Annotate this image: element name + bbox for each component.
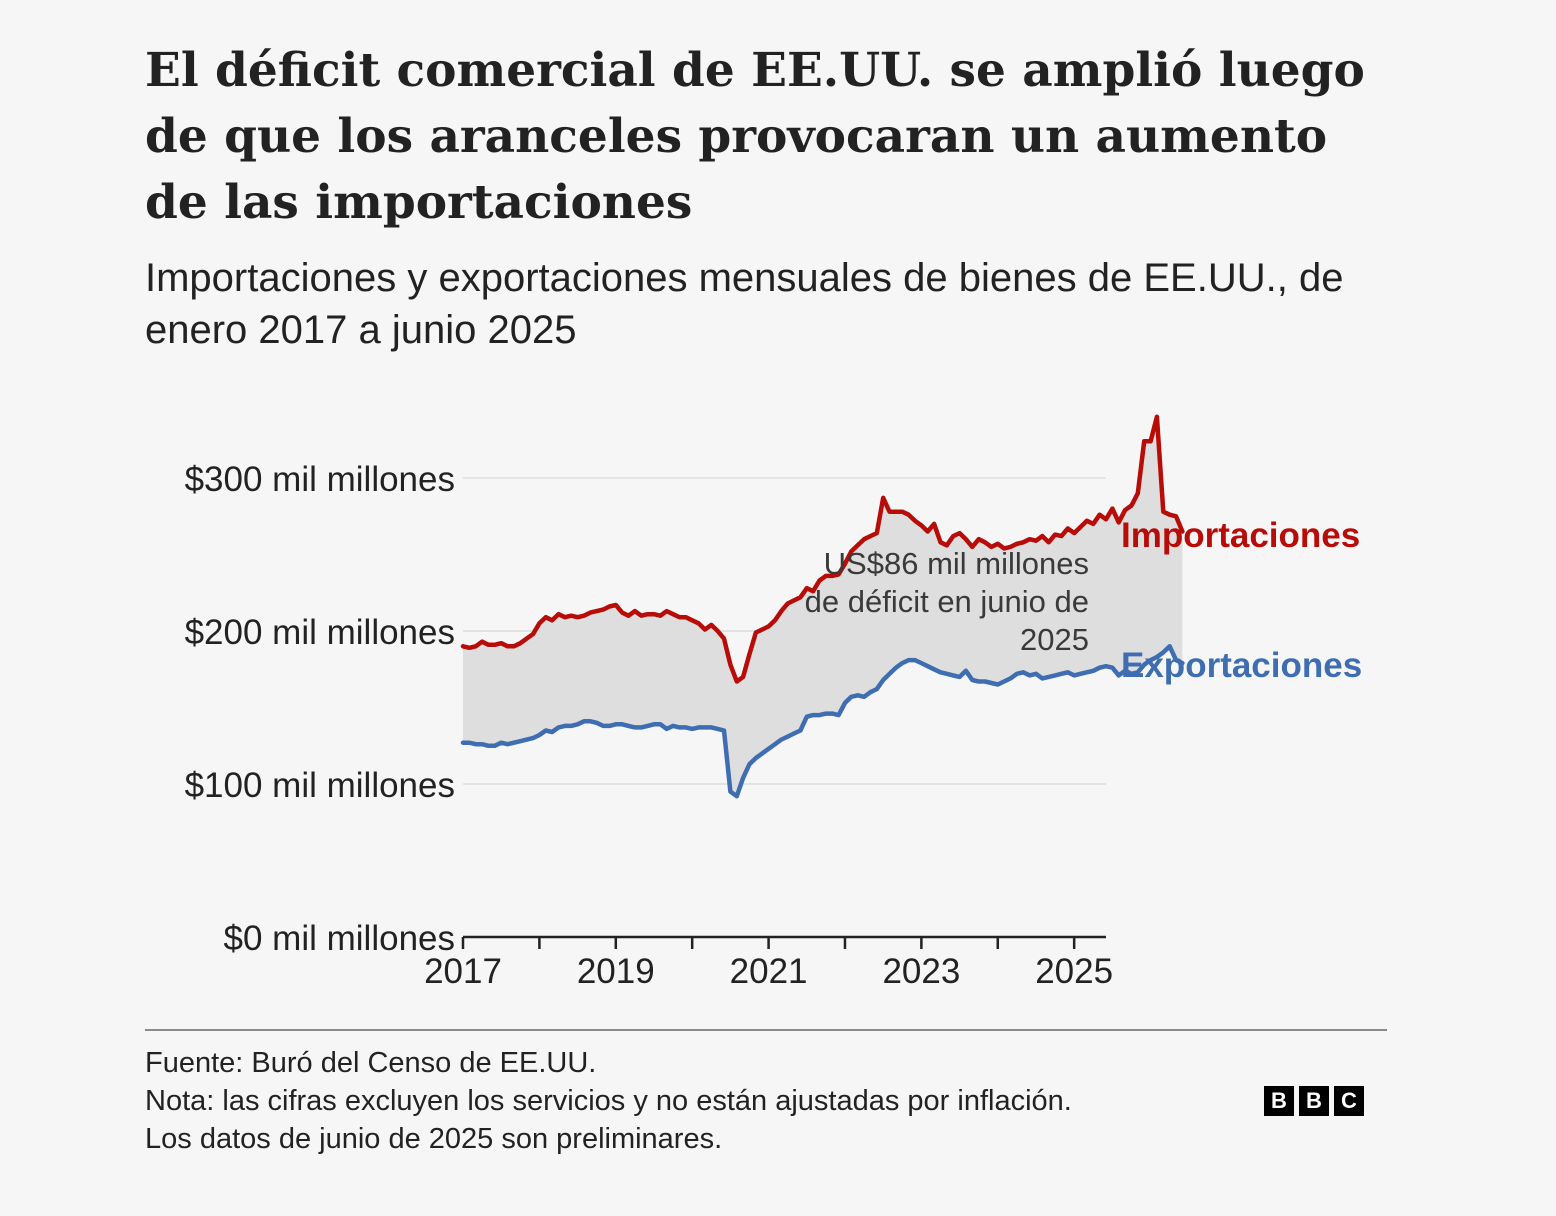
bbc-logo-block-2: B (1299, 1086, 1329, 1116)
chart-footer: Fuente: Buró del Censo de EE.UU. Nota: l… (145, 1044, 1265, 1158)
footer-divider (145, 1029, 1387, 1031)
deficit-area (463, 416, 1183, 797)
annotation-line-2: de déficit en junio de (805, 584, 1089, 619)
bbc-logo-block-1: B (1264, 1086, 1294, 1116)
y-tick-label-200: $200 mil millones (185, 613, 455, 652)
bbc-logo: B B C (1264, 1086, 1364, 1116)
series-line-exportaciones (460, 644, 1185, 799)
chart-title: El déficit comercial de EE.UU. se amplió… (145, 43, 1365, 230)
x-tick-label-2025: 2025 (1035, 952, 1113, 991)
series-line-importaciones (460, 414, 1185, 684)
footer-note: Nota: las cifras excluyen los servicios … (145, 1085, 1072, 1117)
footer-source: Fuente: Buró del Censo de EE.UU. (145, 1047, 597, 1079)
annotation-line-1: US$86 mil millones (824, 546, 1089, 581)
x-axis: 2017 2019 2021 2023 2025 (424, 935, 1113, 991)
footer-note-preliminary: Los datos de junio de 2025 son prelimina… (145, 1123, 723, 1155)
series-label-importaciones: Importaciones (1121, 516, 1360, 555)
annotation-line-3: 2025 (1020, 622, 1089, 657)
x-tick-label-2023: 2023 (882, 952, 960, 991)
x-tick-label-2017: 2017 (424, 952, 502, 991)
x-tick-label-2019: 2019 (577, 952, 655, 991)
series-lines (460, 414, 1185, 799)
y-tick-label-100: $100 mil millones (185, 766, 455, 805)
x-tick-label-2021: 2021 (730, 952, 808, 991)
y-tick-label-300: $300 mil millones (185, 460, 455, 499)
deficit-fill (463, 416, 1183, 797)
y-tick-label-0: $0 mil millones (224, 919, 455, 958)
y-axis-labels: $0 mil millones $100 mil millones $200 mil… (185, 460, 455, 958)
bbc-logo-block-3: C (1334, 1086, 1364, 1116)
chart-subtitle: Importaciones y exportaciones mensuales … (145, 256, 1344, 352)
series-labels: Importaciones Exportaciones (1121, 516, 1362, 685)
series-label-exportaciones: Exportaciones (1121, 646, 1362, 685)
